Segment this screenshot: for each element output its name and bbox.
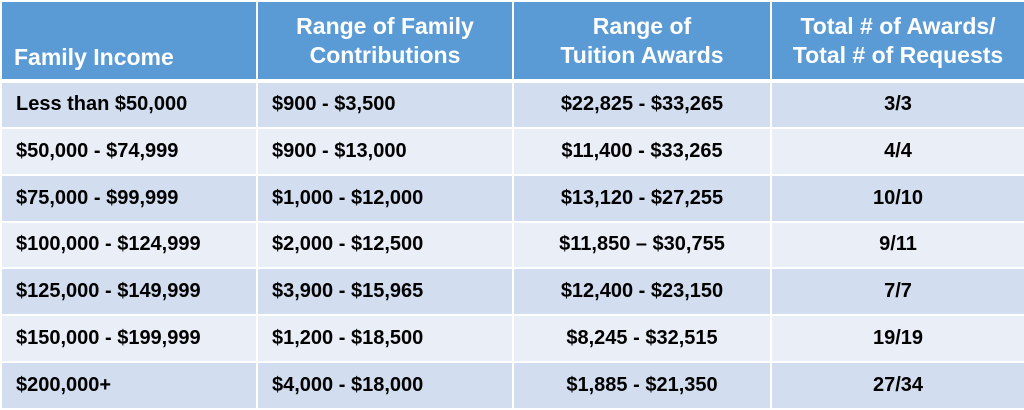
contributions-cell: $900 - $13,000 [256, 126, 514, 176]
income-cell: $125,000 - $149,999 [0, 267, 258, 317]
awards-cell: 3/3 [770, 80, 1024, 129]
awards-cell: 9/11 [770, 220, 1024, 270]
contributions-cell: $3,900 - $15,965 [256, 267, 514, 317]
table-row: $125,000 - $149,999 $3,900 - $15,965 $12… [0, 267, 1024, 317]
tuition-cell: $1,885 - $21,350 [512, 361, 772, 410]
header-contributions-line1: Range of Family [296, 12, 474, 39]
tuition-cell: $22,825 - $33,265 [512, 80, 772, 129]
header-tuition-line1: Range of [592, 12, 692, 39]
contributions-cell: $1,200 - $18,500 [256, 314, 514, 364]
awards-cell: 19/19 [770, 314, 1024, 364]
tuition-cell: $11,850 – $30,755 [512, 220, 772, 270]
table-row: $100,000 - $124,999 $2,000 - $12,500 $11… [0, 220, 1024, 270]
table-row: $50,000 - $74,999 $900 - $13,000 $11,400… [0, 126, 1024, 176]
header-family-contributions: Range of Family Contributions [256, 0, 514, 83]
table-header: Family Income Range of Family Contributi… [0, 0, 1024, 83]
contributions-cell: $900 - $3,500 [256, 80, 514, 129]
awards-cell: 27/34 [770, 361, 1024, 410]
header-row: Family Income Range of Family Contributi… [0, 0, 1024, 83]
awards-cell: 7/7 [770, 267, 1024, 317]
income-cell: Less than $50,000 [0, 80, 258, 129]
tuition-cell: $8,245 - $32,515 [512, 314, 772, 364]
awards-cell: 10/10 [770, 173, 1024, 223]
tuition-cell: $12,400 - $23,150 [512, 267, 772, 317]
table-body: Less than $50,000 $900 - $3,500 $22,825 … [0, 80, 1024, 410]
tuition-cell: $11,400 - $33,265 [512, 126, 772, 176]
table-row: $75,000 - $99,999 $1,000 - $12,000 $13,1… [0, 173, 1024, 223]
income-cell: $150,000 - $199,999 [0, 314, 258, 364]
awards-cell: 4/4 [770, 126, 1024, 176]
tuition-cell: $13,120 - $27,255 [512, 173, 772, 223]
income-cell: $200,000+ [0, 361, 258, 410]
header-contributions-line2: Contributions [309, 41, 461, 68]
table-row: $150,000 - $199,999 $1,200 - $18,500 $8,… [0, 314, 1024, 364]
table-row: $200,000+ $4,000 - $18,000 $1,885 - $21,… [0, 361, 1024, 410]
header-awards-line2: Total # of Requests [792, 41, 1004, 68]
contributions-cell: $4,000 - $18,000 [256, 361, 514, 410]
header-tuition-awards: Range of Tuition Awards [512, 0, 772, 83]
contributions-cell: $2,000 - $12,500 [256, 220, 514, 270]
header-awards-requests: Total # of Awards/ Total # of Requests [770, 0, 1024, 83]
income-cell: $100,000 - $124,999 [0, 220, 258, 270]
header-family-income: Family Income [0, 0, 258, 83]
header-tuition-line2: Tuition Awards [560, 41, 724, 68]
income-cell: $50,000 - $74,999 [0, 126, 258, 176]
income-cell: $75,000 - $99,999 [0, 173, 258, 223]
header-family-income-label: Family Income [14, 44, 174, 70]
table-row: Less than $50,000 $900 - $3,500 $22,825 … [0, 80, 1024, 129]
header-awards-line1: Total # of Awards/ [800, 12, 996, 39]
contributions-cell: $1,000 - $12,000 [256, 173, 514, 223]
